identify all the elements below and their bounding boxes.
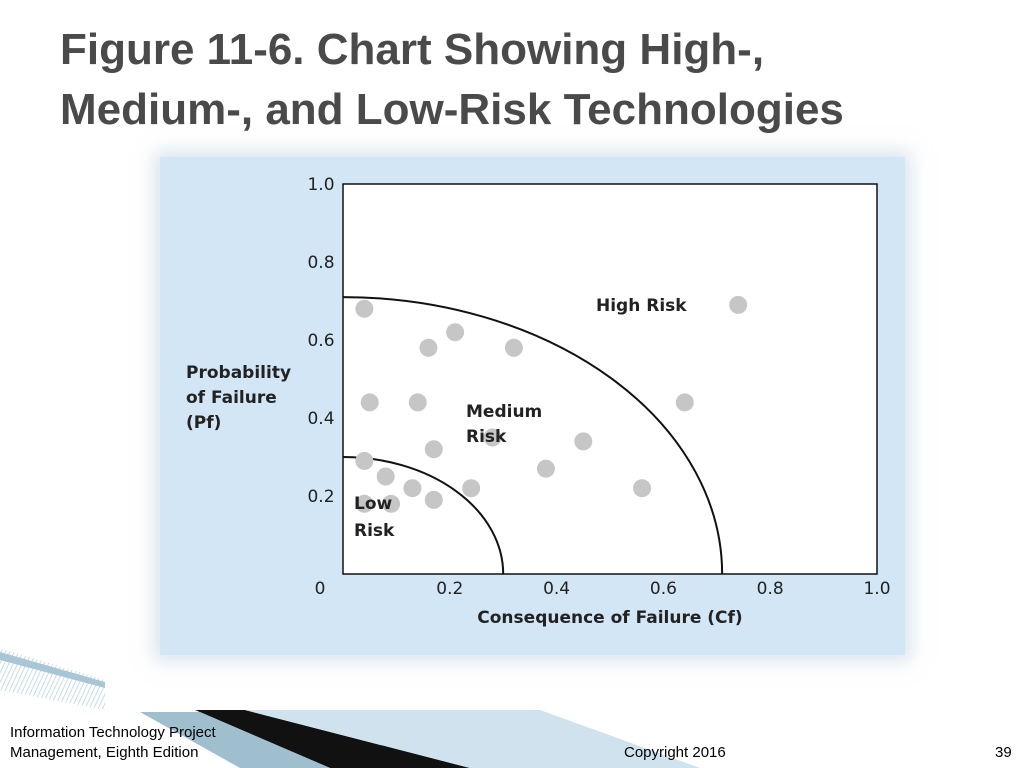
- region-medium-line-1: Medium: [466, 402, 542, 422]
- y-axis-label-line-2: of Failure: [186, 388, 277, 408]
- data-point: [403, 479, 422, 498]
- data-point: [355, 299, 374, 318]
- footer-book-line-1: Information Technology Project: [10, 724, 216, 741]
- data-point: [376, 467, 395, 486]
- y-tick-label: 0.4: [307, 409, 334, 429]
- data-point: [462, 479, 481, 498]
- y-axis-label-line-1: Probability: [186, 363, 291, 383]
- plot-area: [342, 183, 878, 575]
- footer-stripe-light: [0, 652, 105, 688]
- x-axis-label: Consequence of Failure (Cf): [477, 608, 742, 628]
- x-tick-label: 0.4: [543, 579, 570, 599]
- footer-stripe-pale: [245, 710, 700, 768]
- footer-stripe-blue: [140, 712, 330, 768]
- data-point: [446, 323, 465, 342]
- data-point: [536, 459, 555, 478]
- slide-title: Figure 11-6. Chart Showing High-, Medium…: [60, 20, 1010, 140]
- data-point: [504, 338, 523, 357]
- data-point: [424, 490, 443, 509]
- data-point: [355, 494, 374, 513]
- x-tick-labels: 0.2 0.4 0.6 0.8 1.0: [436, 579, 890, 599]
- boundary-medium-high: [342, 296, 724, 575]
- region-low-line-2: Risk: [354, 521, 395, 541]
- data-point: [360, 393, 379, 412]
- y-axis-label: Probability of Failure (Pf): [186, 363, 297, 433]
- data-point: [574, 432, 593, 451]
- origin-tick-label: 0: [315, 579, 326, 599]
- footer-book-title: Information Technology Project Managemen…: [10, 723, 270, 763]
- data-point: [408, 393, 427, 412]
- data-points: [355, 295, 748, 513]
- footer-page-number: 39: [995, 744, 1012, 761]
- region-medium-line-2: Risk: [466, 427, 507, 447]
- data-point: [382, 494, 401, 513]
- y-tick-label: 0.2: [307, 487, 334, 507]
- data-point: [675, 393, 694, 412]
- region-label-high: High Risk: [596, 296, 687, 316]
- x-tick-label: 0.8: [757, 579, 784, 599]
- data-point: [729, 295, 748, 314]
- x-tick-label: 1.0: [863, 579, 890, 599]
- footer-copyright: Copyright 2016: [624, 744, 726, 761]
- x-tick-label: 0.2: [436, 579, 463, 599]
- y-axis-label-line-3: (Pf): [186, 413, 221, 433]
- footer-book-line-2: Management, Eighth Edition: [10, 744, 199, 761]
- y-tick-label: 0.6: [307, 331, 334, 351]
- slide-title-line-1: Figure 11-6. Chart Showing High-,: [60, 25, 765, 74]
- x-tick-label: 0.6: [650, 579, 677, 599]
- data-point: [355, 451, 374, 470]
- region-label-medium: Medium Risk: [466, 402, 548, 447]
- boundary-low-medium: [342, 456, 505, 575]
- y-tick-label: 1.0: [307, 175, 334, 195]
- data-point: [419, 338, 438, 357]
- y-tick-labels: 0.2 0.4 0.6 0.8 1.0: [307, 175, 334, 507]
- region-low-line-1: Low: [354, 494, 393, 514]
- data-point: [424, 440, 443, 459]
- data-point: [483, 428, 502, 447]
- region-label-low: Low Risk: [354, 494, 398, 541]
- risk-chart: 0.2 0.4 0.6 0.8 1.0 0.2 0.4 0.6 0.8 1.0 0 Low Ri…: [186, 175, 891, 628]
- footer-stripe-dark: [195, 710, 470, 768]
- y-tick-label: 0.8: [307, 253, 334, 273]
- data-point: [633, 479, 652, 498]
- slide-title-line-2: Medium-, and Low-Risk Technologies: [60, 85, 844, 134]
- chart-panel: 0.2 0.4 0.6 0.8 1.0 0.2 0.4 0.6 0.8 1.0 0 Low Ri…: [160, 157, 905, 655]
- risk-boundaries: [342, 296, 724, 575]
